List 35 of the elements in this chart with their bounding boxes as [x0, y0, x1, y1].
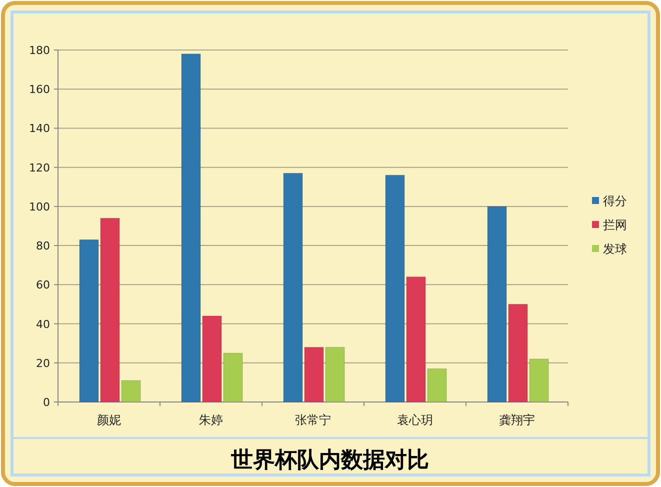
bar: [508, 304, 528, 402]
bar: [181, 54, 201, 402]
y-tick-label: 100: [29, 200, 50, 214]
x-tick-label: 颜妮: [97, 413, 121, 427]
bar: [223, 352, 243, 402]
legend-label: 发球: [603, 242, 627, 256]
y-tick-label: 80: [36, 240, 50, 253]
plot: 0 20 40 60 80 100 120 140 160 180 颜妮 朱婷 张常宁 袁心玥 龚翔宇: [29, 44, 568, 427]
y-tick-label: 180: [29, 44, 50, 57]
x-tick-label: 袁心玥: [397, 413, 433, 427]
bar: [283, 172, 303, 402]
y-tick-label: 60: [36, 278, 50, 292]
x-tick-label: 朱婷: [199, 413, 223, 427]
bar: [406, 276, 426, 402]
bar: [202, 316, 222, 402]
bar: [79, 239, 99, 402]
bar: [325, 346, 345, 402]
x-tick-label: 张常宁: [295, 413, 331, 427]
bar: [304, 346, 324, 402]
bar: [121, 380, 141, 402]
y-tick-label: 0: [43, 396, 50, 409]
bar: [427, 368, 447, 402]
legend-label: 拦网: [603, 218, 627, 232]
bar: [100, 218, 120, 402]
text: 世界杯队内数据对比: [230, 448, 429, 473]
y-tick-label: 120: [29, 161, 50, 174]
y-tick-label: 160: [29, 83, 50, 96]
y-tick-label: 40: [36, 318, 50, 331]
bar: [385, 174, 405, 402]
y-tick-label: 20: [36, 356, 50, 370]
y-tick-label: 140: [29, 122, 50, 136]
x-tick-label: 龚翔宇: [499, 413, 535, 427]
bar: [487, 206, 507, 402]
legend-label: 得分: [603, 194, 627, 208]
bar: [529, 358, 549, 402]
